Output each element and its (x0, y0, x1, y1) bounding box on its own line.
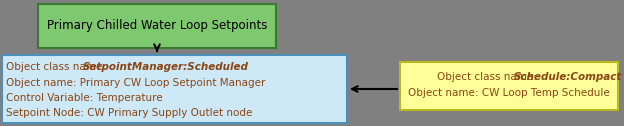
Text: Schedule:Compact: Schedule:Compact (514, 72, 622, 82)
Bar (38, 4, 276, 48)
Text: Primary Chilled Water Loop Setpoints: Primary Chilled Water Loop Setpoints (47, 20, 267, 33)
Text: Object class name:: Object class name: (437, 72, 540, 82)
Bar (2, 55, 347, 123)
Text: Control Variable: Temperature: Control Variable: Temperature (6, 93, 163, 103)
Text: Object class name:: Object class name: (6, 62, 109, 72)
Text: Setpoint Node: CW Primary Supply Outlet node: Setpoint Node: CW Primary Supply Outlet … (6, 108, 252, 118)
Bar (400, 62, 618, 110)
Text: Object name: Primary CW Loop Setpoint Manager: Object name: Primary CW Loop Setpoint Ma… (6, 77, 265, 87)
Text: SetpointManager:Scheduled: SetpointManager:Scheduled (83, 62, 249, 72)
Text: Object name: CW Loop Temp Schedule: Object name: CW Loop Temp Schedule (408, 87, 610, 98)
